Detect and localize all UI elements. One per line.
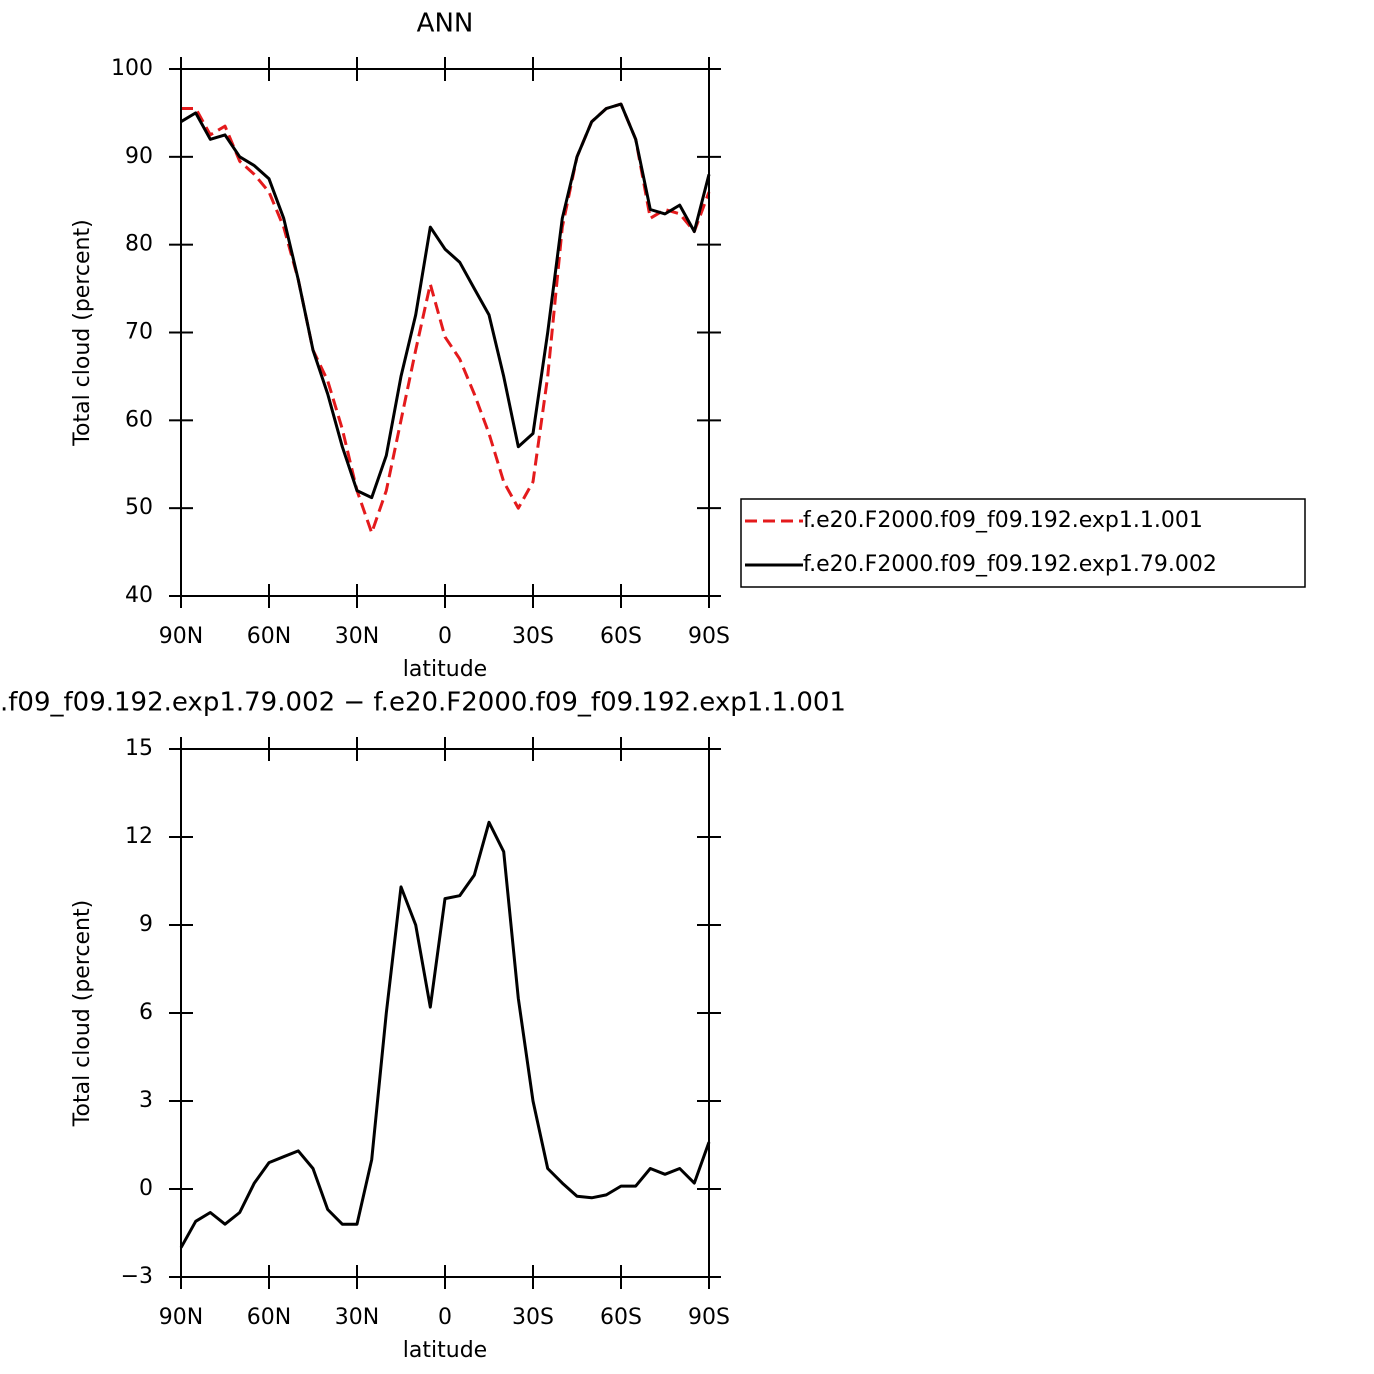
y-tick-label: 60 — [125, 407, 153, 432]
x-tick-label: 30S — [512, 1305, 554, 1330]
y-tick-label: 15 — [125, 736, 153, 761]
x-tick-label: 90N — [159, 1305, 203, 1330]
y-tick-label: 70 — [125, 320, 153, 345]
legend-label: f.e20.F2000.f09_f09.192.exp1.79.002 — [803, 552, 1217, 577]
x-tick-label: 30N — [335, 1305, 379, 1330]
y-tick-label: 100 — [111, 56, 153, 81]
y-axis-label: Total cloud (percent) — [70, 900, 95, 1127]
y-tick-label: 0 — [139, 1176, 153, 1201]
y-tick-label: 80 — [125, 232, 153, 257]
x-tick-label: 90S — [688, 1305, 730, 1330]
legend-box — [740, 498, 1306, 588]
x-tick-label: 90S — [688, 624, 730, 649]
x-tick-label: 60S — [600, 624, 642, 649]
x-tick-label: 60N — [247, 1305, 291, 1330]
chart-title: .f09_f09.192.exp1.79.002 − f.e20.F2000.f… — [0, 688, 846, 718]
x-axis-label: latitude — [403, 1338, 487, 1363]
x-tick-label: 60S — [600, 1305, 642, 1330]
x-tick-label: 30S — [512, 624, 554, 649]
x-tick-label: 0 — [438, 624, 452, 649]
x-tick-label: 30N — [335, 624, 379, 649]
x-axis-label: latitude — [403, 657, 487, 682]
y-tick-label: 50 — [125, 495, 153, 520]
y-axis-label: Total cloud (percent) — [70, 219, 95, 446]
legend-label: f.e20.F2000.f09_f09.192.exp1.1.001 — [803, 508, 1203, 533]
chart-title: ANN — [417, 9, 474, 39]
plot-frame — [180, 68, 710, 597]
data-line — [180, 102, 711, 500]
x-tick-label: 0 — [438, 1305, 452, 1330]
x-tick-label: 90N — [159, 624, 203, 649]
y-tick-label: 3 — [139, 1088, 153, 1113]
data-line — [179, 820, 711, 1249]
y-tick-label: 6 — [139, 1000, 153, 1025]
y-tick-label: 90 — [125, 144, 153, 169]
y-tick-label: 40 — [125, 583, 153, 608]
data-line — [181, 102, 711, 535]
y-tick-label: 9 — [139, 912, 153, 937]
x-tick-label: 60N — [247, 624, 291, 649]
y-tick-label: −3 — [121, 1264, 153, 1289]
y-tick-label: 12 — [125, 824, 153, 849]
plot-frame — [180, 748, 710, 1278]
